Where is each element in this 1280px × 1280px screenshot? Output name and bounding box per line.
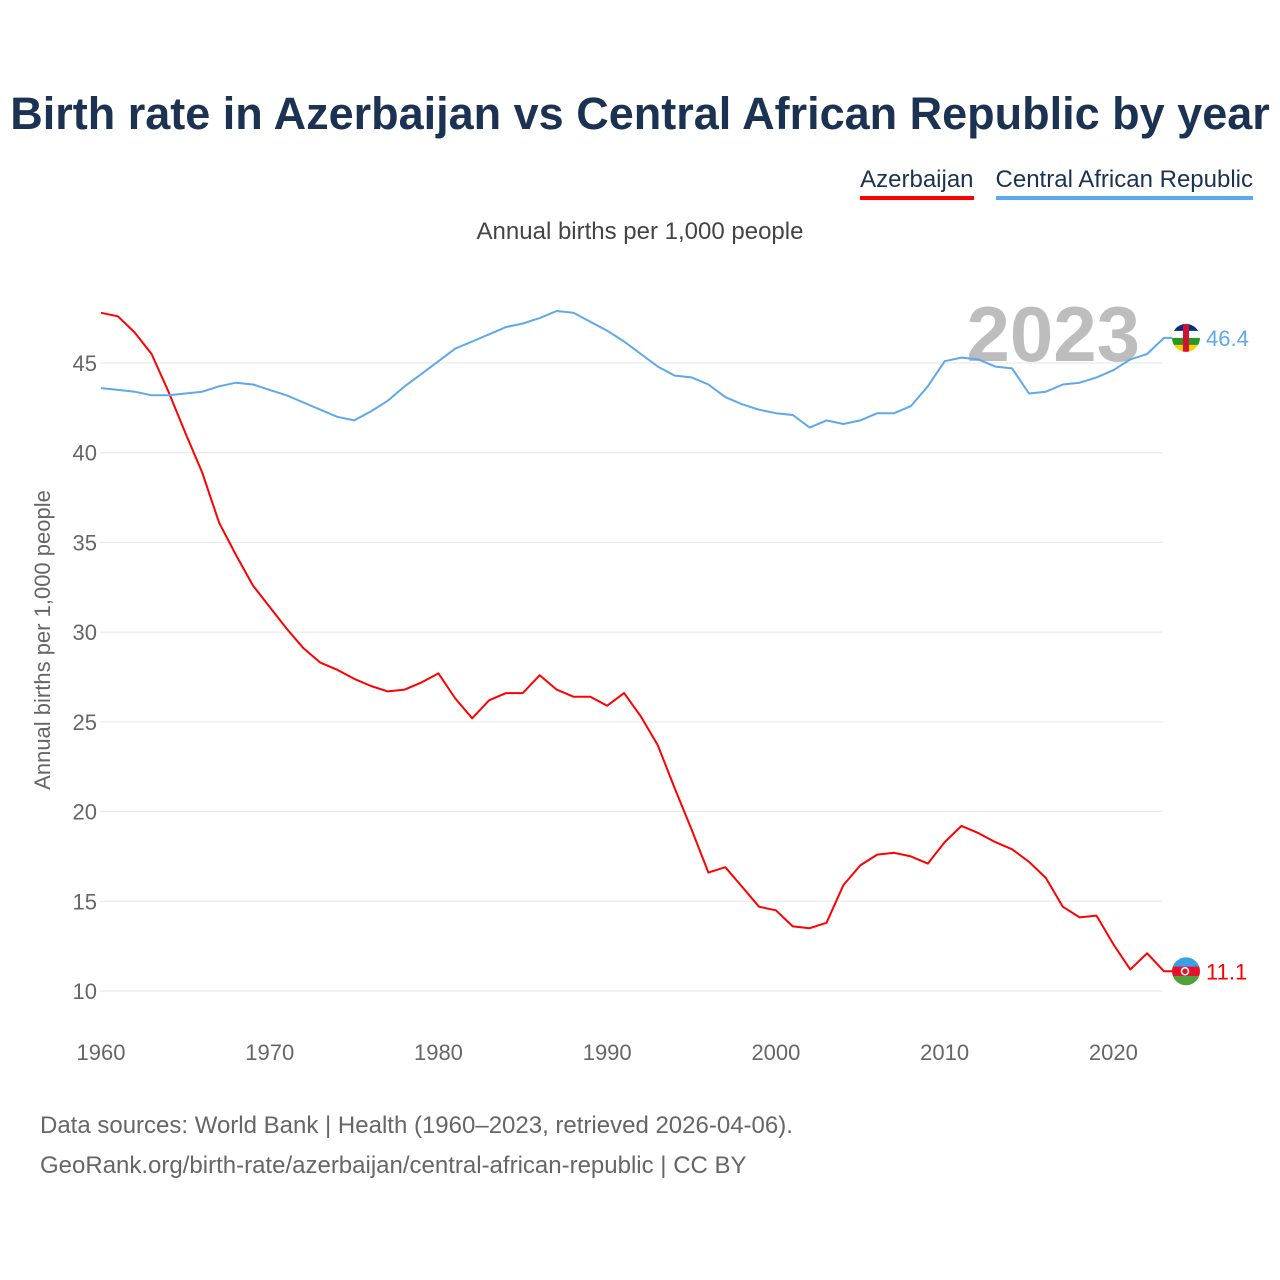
series-line-0 [100,311,1186,973]
legend-central-african-republic[interactable]: Central African Republic [995,166,1253,200]
y-tick-label: 40 [73,441,97,466]
y-tick-label: 45 [73,351,97,376]
azerbaijan-flag-icon [1172,957,1200,986]
y-tick-label: 25 [73,710,97,735]
end-value-label-0: 11.1 [1206,959,1247,984]
x-tick-label: 2020 [1089,1040,1138,1065]
x-tick-label: 2010 [920,1040,969,1065]
x-tick-label: 1980 [414,1040,463,1065]
legend: Azerbaijan Central African Republic [860,166,1253,200]
chart-title: Birth rate in Azerbaijan vs Central Afri… [10,88,1270,139]
series-line-1 [100,310,1186,429]
x-tick-label: 2000 [751,1040,800,1065]
y-tick-label: 10 [73,979,97,1004]
x-tick-label: 1960 [77,1040,126,1065]
year-label: 2023 [966,290,1140,378]
y-axis-label: Annual births per 1,000 people [30,490,55,790]
end-value-label-1: 46.4 [1206,326,1249,351]
data-source: Data sources: World Bank | Health (1960–… [40,1112,793,1139]
y-tick-label: 30 [73,620,97,645]
y-tick-label: 20 [73,800,97,825]
source-link[interactable]: GeoRank.org/birth-rate/azerbaijan/centra… [40,1152,747,1179]
x-tick-label: 1990 [583,1040,632,1065]
x-tick-label: 1970 [245,1040,294,1065]
chart-subtitle: Annual births per 1,000 people [476,218,804,245]
y-tick-label: 15 [73,889,97,914]
footer: Data sources: World Bank | Health (1960–… [40,1106,793,1186]
legend-azerbaijan[interactable]: Azerbaijan [860,166,974,200]
y-tick-label: 35 [73,530,97,555]
central-african-republic-flag-icon [1172,323,1200,352]
